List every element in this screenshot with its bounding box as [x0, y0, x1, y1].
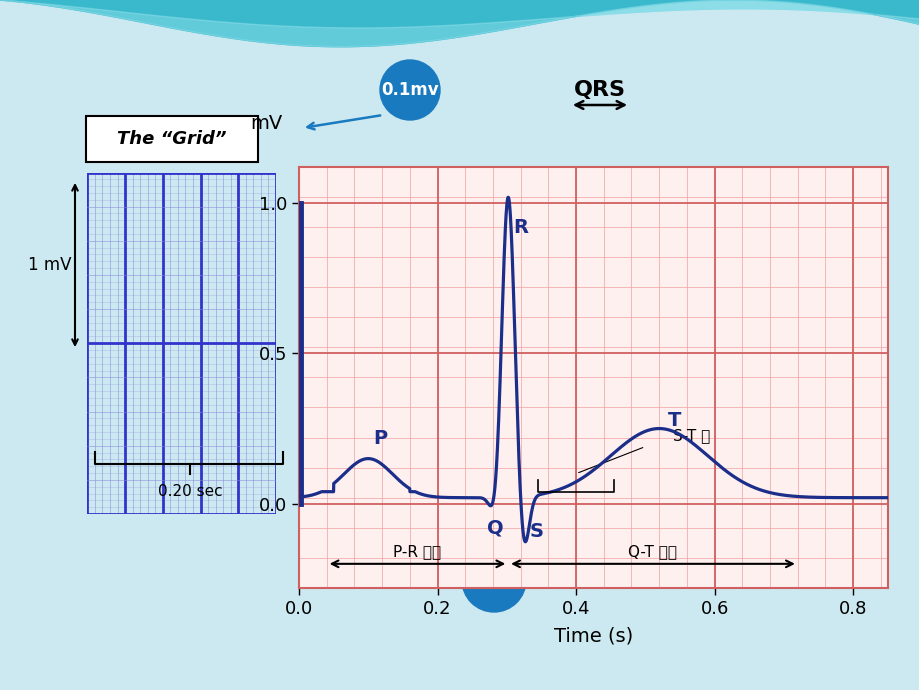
FancyBboxPatch shape: [85, 116, 257, 162]
Text: P-R 间期: P-R 间期: [392, 544, 440, 560]
Circle shape: [380, 60, 439, 120]
X-axis label: Time (s): Time (s): [553, 626, 632, 645]
Text: 0.04S: 0.04S: [465, 571, 522, 589]
Text: Q: Q: [487, 519, 504, 538]
Text: 0.20 sec: 0.20 sec: [157, 484, 222, 499]
Text: 0.1mv: 0.1mv: [380, 81, 438, 99]
Text: S: S: [529, 522, 543, 541]
Text: Q-T 间期: Q-T 间期: [627, 544, 676, 560]
Text: P: P: [373, 428, 387, 448]
Text: QRS: QRS: [573, 80, 625, 100]
Circle shape: [461, 548, 526, 612]
Text: The “Grid”: The “Grid”: [117, 130, 226, 148]
Text: T: T: [667, 411, 680, 430]
Text: R: R: [513, 218, 528, 237]
Text: mV: mV: [250, 115, 282, 133]
Text: 1 mV: 1 mV: [28, 256, 72, 274]
Text: S-T 段: S-T 段: [673, 428, 709, 444]
